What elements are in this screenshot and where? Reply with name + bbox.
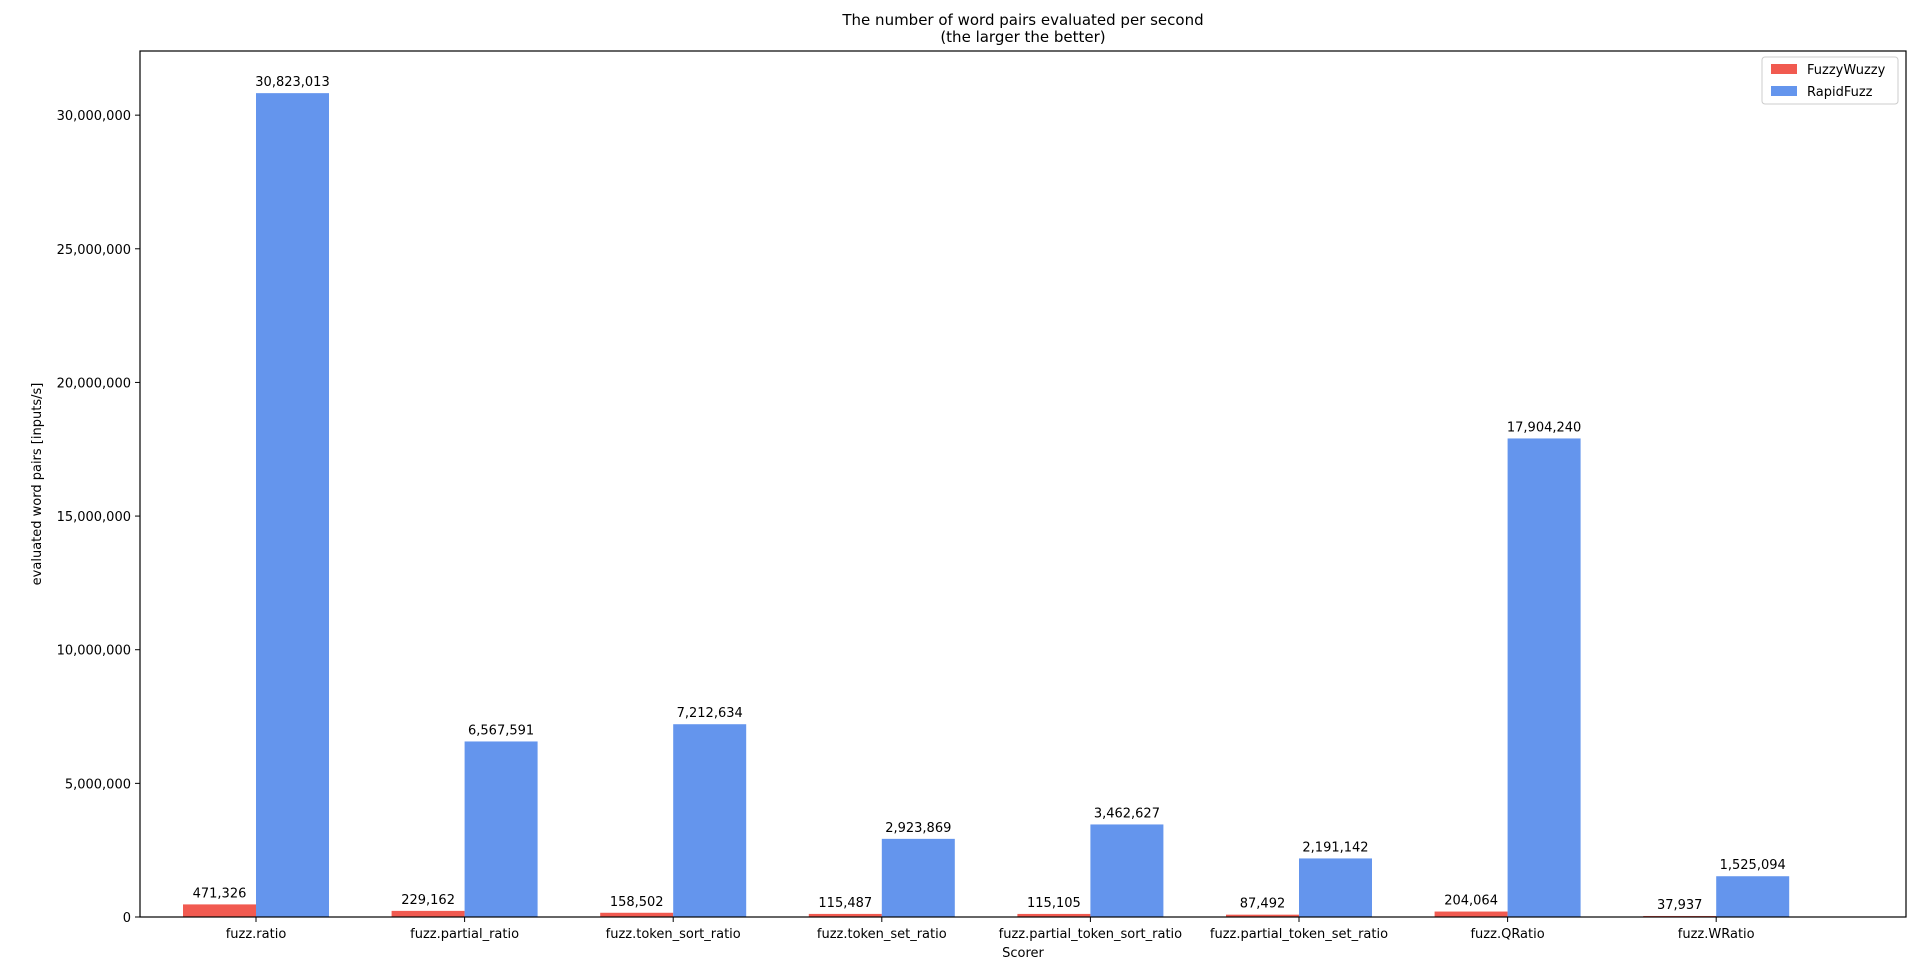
data-label-rapidfuzz-fuzz-qratio: 17,904,240 (1507, 420, 1581, 435)
data-label-rapidfuzz-fuzz-partial-ratio: 6,567,591 (468, 723, 534, 738)
bar-rapidfuzz-fuzz-qratio (1507, 438, 1581, 917)
y-tick-label: 25,000,000 (57, 243, 131, 258)
data-label-fuzzywuzzy-fuzz-qratio: 204,064 (1444, 894, 1498, 909)
y-axis-label: evaluated word pairs [inputs/s] (30, 383, 45, 586)
chart-title: The number of word pairs evaluated per s… (841, 11, 1203, 29)
legend: FuzzyWuzzy RapidFuzz (1761, 56, 1899, 105)
data-label-fuzzywuzzy-fuzz-wratio: 37,937 (1657, 898, 1703, 913)
data-label-rapidfuzz-fuzz-partial-token-sort-ratio: 3,462,627 (1094, 806, 1160, 821)
x-tick-label: fuzz.partial_token_set_ratio (1210, 927, 1388, 942)
y-tick-label: 5,000,000 (65, 777, 131, 792)
bar-fuzzywuzzy-fuzz-ratio (183, 904, 256, 917)
bar-rapidfuzz-fuzz-partial-ratio (464, 741, 538, 917)
y-tick-label: 0 (123, 911, 131, 926)
x-axis: fuzz.ratio fuzz.partial_ratio fuzz.token_s… (226, 917, 1755, 942)
bar-rapidfuzz-fuzz-partial-token-sort-ratio (1090, 824, 1164, 917)
data-label-fuzzywuzzy-fuzz-ratio: 471,326 (193, 886, 247, 901)
y-tick-label: 10,000,000 (57, 644, 131, 659)
x-axis-label: Scorer (1002, 946, 1044, 961)
legend-swatch-fuzzywuzzy (1771, 64, 1797, 74)
bar-fuzzywuzzy-fuzz-partial-token-sort-ratio (1017, 913, 1091, 917)
x-tick-label: fuzz.partial_token_sort_ratio (999, 927, 1182, 942)
data-label-rapidfuzz-fuzz-token-set-ratio: 2,923,869 (885, 821, 951, 836)
x-tick-label: fuzz.QRatio (1470, 927, 1544, 942)
bar-rapidfuzz-fuzz-partial-token-set-ratio (1299, 858, 1372, 917)
legend-swatch-rapidfuzz (1771, 86, 1797, 96)
bar-rapidfuzz-fuzz-token-sort-ratio (673, 724, 747, 917)
legend-label-fuzzywuzzy: FuzzyWuzzy (1807, 63, 1886, 78)
data-label-fuzzywuzzy-fuzz-token-sort-ratio: 158,502 (610, 895, 664, 910)
y-tick-label: 30,000,000 (57, 109, 131, 124)
bar-rapidfuzz-fuzz-wratio (1716, 876, 1790, 917)
y-tick-label: 20,000,000 (57, 376, 131, 391)
data-label-rapidfuzz-fuzz-token-sort-ratio: 7,212,634 (677, 706, 743, 721)
x-tick-label: fuzz.partial_ratio (410, 927, 519, 942)
bars-group (183, 93, 1790, 917)
data-label-fuzzywuzzy-fuzz-partial-token-set-ratio: 87,492 (1240, 897, 1286, 912)
bar-fuzzywuzzy-fuzz-token-set-ratio (808, 913, 882, 917)
chart-subtitle: (the larger the better) (940, 28, 1105, 46)
x-tick-label: fuzz.token_sort_ratio (606, 927, 741, 942)
data-label-fuzzywuzzy-fuzz-token-set-ratio: 115,487 (818, 896, 872, 911)
x-tick-label: fuzz.WRatio (1678, 927, 1755, 942)
legend-label-rapidfuzz: RapidFuzz (1807, 85, 1873, 100)
data-label-rapidfuzz-fuzz-partial-token-set-ratio: 2,191,142 (1302, 840, 1368, 855)
data-label-rapidfuzz-fuzz-wratio: 1,525,094 (1720, 858, 1786, 873)
data-label-rapidfuzz-fuzz-ratio: 30,823,013 (255, 75, 329, 90)
x-tick-label: fuzz.token_set_ratio (817, 927, 947, 942)
bar-rapidfuzz-fuzz-token-set-ratio (881, 838, 955, 917)
bar-fuzzywuzzy-fuzz-qratio (1434, 911, 1508, 917)
y-axis: 0 5,000,000 10,000,000 15,000,000 20,000,000… (57, 109, 140, 926)
x-tick-label: fuzz.ratio (226, 927, 287, 942)
data-label-fuzzywuzzy-fuzz-partial-ratio: 229,162 (401, 893, 455, 908)
y-tick-label: 15,000,000 (57, 510, 131, 525)
bar-rapidfuzz-fuzz-ratio (256, 93, 329, 917)
bar-fuzzywuzzy-fuzz-partial-ratio (391, 910, 465, 917)
bar-fuzzywuzzy-fuzz-partial-token-set-ratio (1226, 914, 1299, 917)
plot-frame (139, 50, 1907, 918)
data-labels-group: 471,326 30,823,013 229,162 6,567,591 158,502… (193, 75, 1786, 913)
bar-fuzzywuzzy-fuzz-token-sort-ratio (600, 912, 674, 917)
data-label-fuzzywuzzy-fuzz-partial-token-sort-ratio: 115,105 (1027, 896, 1081, 911)
